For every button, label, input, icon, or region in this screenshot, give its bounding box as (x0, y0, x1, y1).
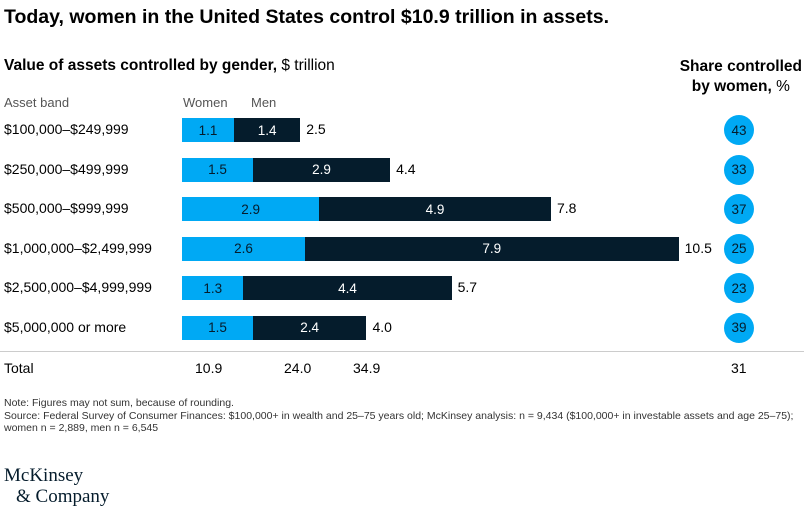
share-badge: 33 (724, 154, 754, 185)
category-label: $250,000–$499,999 (4, 160, 129, 177)
chart-title: Today, women in the United States contro… (4, 6, 609, 28)
bar-men: 4.4 (243, 276, 452, 300)
divider (0, 351, 804, 352)
share-badge: 39 (724, 312, 754, 343)
share-badge: 37 (724, 194, 754, 224)
bar-women: 1.3 (182, 276, 244, 300)
bar-women: 1.1 (182, 118, 235, 142)
bar-women: 1.5 (182, 157, 253, 182)
bar-men: 4.9 (319, 197, 551, 221)
bar-women: 1.5 (182, 315, 253, 340)
total-share: 31 (731, 360, 747, 376)
share-badge: 25 (724, 233, 754, 264)
share-header-line1: Share controlled (679, 58, 802, 75)
legend-women: Women (183, 95, 228, 110)
category-label: $2,500,000–$4,999,999 (4, 279, 152, 295)
note: Note: Figures may not sum, because of ro… (4, 397, 234, 409)
subtitle-unit: $ trillion (281, 57, 335, 74)
bar-women: 2.9 (182, 197, 320, 221)
share-header: Share controlled by women, % (680, 57, 802, 97)
category-label: $5,000,000 or more (4, 318, 127, 335)
source: Source: Federal Survey of Consumer Finan… (4, 409, 794, 435)
category-header: Asset band (4, 95, 70, 110)
bar-men: 1.4 (234, 118, 301, 142)
logo-line2: & Company (16, 486, 110, 507)
bar-men: 2.4 (252, 315, 367, 340)
total-label: 2.5 (306, 121, 326, 137)
bar-men: 2.9 (252, 157, 391, 182)
share-badge: 23 (724, 273, 754, 303)
share-badge: 43 (724, 115, 754, 145)
total-label: 7.8 (556, 200, 577, 216)
total-label: 4.0 (372, 318, 392, 335)
bar-men: 7.9 (304, 236, 679, 261)
total-men: 24.0 (284, 360, 312, 376)
mckinsey-logo: McKinsey & Company (4, 465, 109, 507)
total-label: Total (4, 360, 34, 376)
category-label: $1,000,000–$2,499,999 (4, 239, 152, 256)
bar-women: 2.6 (182, 236, 305, 261)
chart-subtitle: Value of assets controlled by gender, $ … (4, 57, 335, 75)
category-label: $500,000–$999,999 (4, 200, 129, 216)
total-label: 10.5 (684, 239, 712, 256)
total-label: 5.7 (457, 279, 478, 295)
logo-line1: McKinsey (4, 465, 84, 486)
share-header-line2: by women, (691, 78, 772, 95)
total-women: 10.9 (195, 360, 223, 376)
total-all: 34.9 (353, 360, 381, 376)
footnotes: Note: Figures may not sum, because of ro… (4, 397, 794, 435)
category-label: $100,000–$249,999 (4, 121, 129, 137)
subtitle-bold: Value of assets controlled by gender, (4, 57, 278, 74)
legend-men: Men (251, 95, 277, 110)
share-header-unit: % (776, 78, 790, 95)
total-label: 4.4 (396, 160, 416, 177)
